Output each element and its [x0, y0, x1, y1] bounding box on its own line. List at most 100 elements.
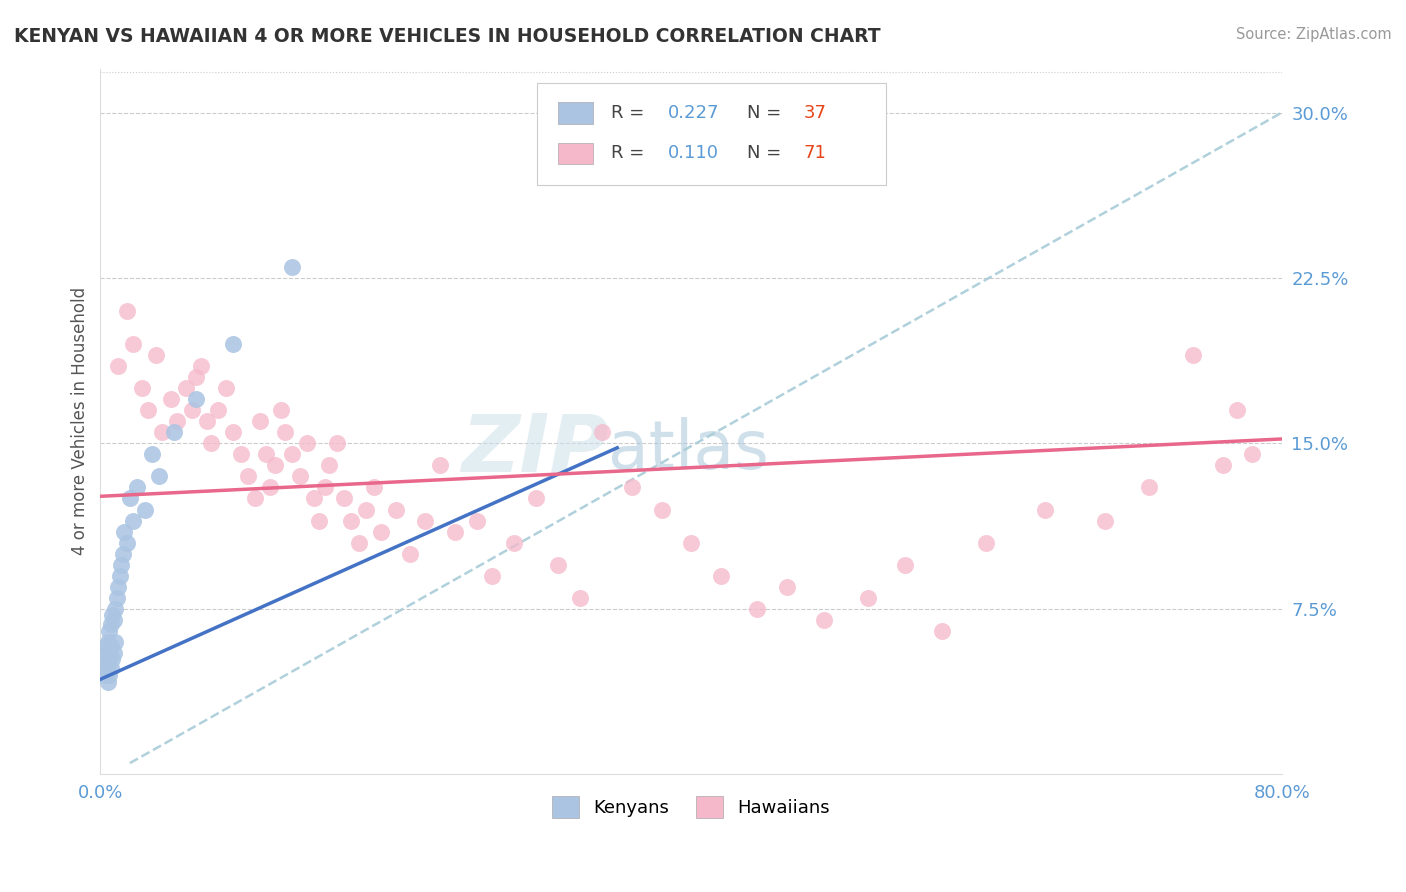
Point	[91, 657, 114, 671]
Point	[110, 558, 132, 572]
Point	[747, 601, 769, 615]
Point	[894, 558, 917, 572]
Y-axis label: 4 or more Vehicles in Household: 4 or more Vehicles in Household	[72, 287, 89, 556]
Point	[465, 514, 488, 528]
FancyBboxPatch shape	[537, 83, 886, 185]
Text: KENYAN VS HAWAIIAN 4 OR MORE VEHICLES IN HOUSEHOLD CORRELATION CHART: KENYAN VS HAWAIIAN 4 OR MORE VEHICLES IN…	[14, 27, 880, 45]
Text: 0.110: 0.110	[668, 145, 718, 162]
Point	[976, 535, 998, 549]
Point	[100, 661, 122, 675]
Point	[186, 370, 208, 384]
Point	[160, 392, 183, 407]
Point	[281, 260, 304, 274]
FancyBboxPatch shape	[558, 103, 593, 124]
Point	[569, 591, 592, 605]
Point	[190, 359, 212, 374]
Point	[1035, 502, 1057, 516]
Point	[281, 447, 304, 461]
Point	[776, 580, 799, 594]
Point	[100, 617, 122, 632]
Point	[620, 480, 643, 494]
Text: R =: R =	[610, 104, 650, 122]
Point	[308, 514, 330, 528]
Point	[591, 425, 613, 440]
Text: 71: 71	[803, 145, 827, 162]
Point	[118, 491, 141, 506]
Point	[931, 624, 953, 638]
Point	[709, 568, 731, 582]
Point	[207, 403, 229, 417]
Point	[148, 469, 170, 483]
Point	[1094, 514, 1116, 528]
Point	[347, 535, 370, 549]
Point	[121, 514, 143, 528]
Point	[502, 535, 524, 549]
Point	[94, 668, 117, 682]
Text: N =: N =	[747, 145, 786, 162]
Point	[136, 403, 159, 417]
Point	[163, 425, 186, 440]
Point	[524, 491, 547, 506]
Point	[413, 514, 436, 528]
Point	[195, 414, 218, 428]
Point	[288, 469, 311, 483]
Point	[318, 458, 340, 473]
Point	[229, 447, 252, 461]
Text: atlas: atlas	[609, 417, 769, 483]
Point	[100, 639, 122, 653]
Point	[145, 348, 167, 362]
Point	[333, 491, 356, 506]
Point	[236, 469, 259, 483]
Text: R =: R =	[610, 145, 650, 162]
Point	[97, 674, 120, 689]
Point	[1241, 447, 1264, 461]
Point	[150, 425, 173, 440]
Point	[274, 425, 297, 440]
Point	[363, 480, 385, 494]
Point	[103, 646, 125, 660]
Point	[96, 639, 118, 653]
Point	[1226, 403, 1249, 417]
Point	[481, 568, 503, 582]
Text: 37: 37	[803, 104, 827, 122]
Point	[134, 502, 156, 516]
Point	[858, 591, 880, 605]
Point	[107, 580, 129, 594]
Point	[98, 668, 121, 682]
Point	[443, 524, 465, 539]
Point	[304, 491, 326, 506]
Point	[200, 436, 222, 450]
Point	[111, 547, 134, 561]
Point	[96, 661, 118, 675]
Point	[370, 524, 392, 539]
Point	[104, 635, 127, 649]
Point	[105, 591, 128, 605]
Point	[249, 414, 271, 428]
Point	[174, 381, 197, 395]
Point	[263, 458, 285, 473]
Point	[270, 403, 292, 417]
Point	[115, 535, 138, 549]
Text: Source: ZipAtlas.com: Source: ZipAtlas.com	[1236, 27, 1392, 42]
Point	[101, 652, 124, 666]
Point	[679, 535, 702, 549]
Point	[121, 337, 143, 351]
Text: N =: N =	[747, 104, 786, 122]
Point	[384, 502, 406, 516]
Point	[180, 403, 202, 417]
Point	[94, 646, 117, 660]
Point	[166, 414, 188, 428]
Point	[1137, 480, 1160, 494]
Point	[131, 381, 153, 395]
Point	[186, 392, 208, 407]
Point	[1182, 348, 1205, 362]
Text: 0.227: 0.227	[668, 104, 718, 122]
Point	[399, 547, 422, 561]
Point	[98, 646, 121, 660]
Point	[97, 657, 120, 671]
Point	[108, 568, 131, 582]
Point	[813, 613, 835, 627]
Point	[215, 381, 238, 395]
Point	[354, 502, 377, 516]
Point	[141, 447, 163, 461]
